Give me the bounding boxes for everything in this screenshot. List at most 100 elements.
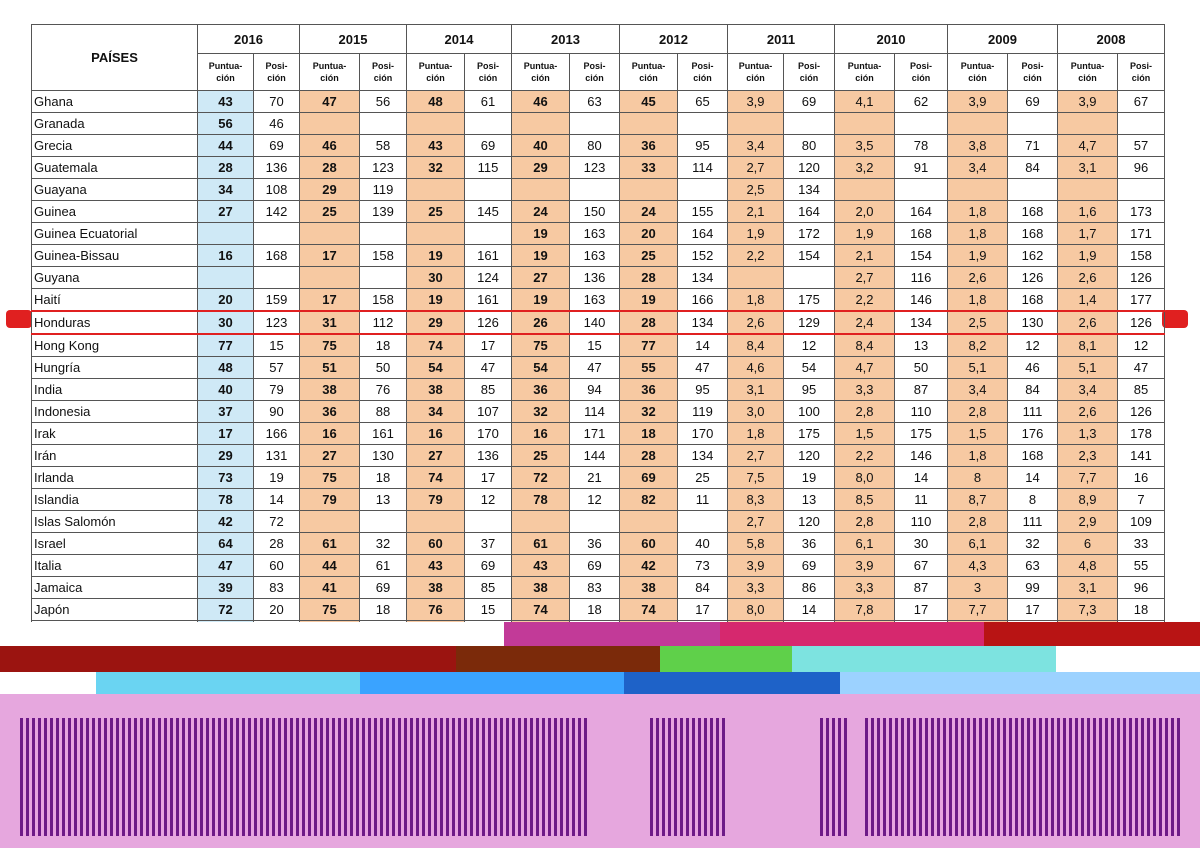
position-cell-2015: 130 [359, 444, 407, 467]
score-cell-2016: 42 [197, 510, 254, 533]
position-cell-2015: 13 [359, 488, 407, 511]
score-cell-2012: 33 [619, 156, 678, 179]
subheader-text-bottom: ción [531, 73, 550, 83]
position-subheader-2016: Posi-ción [253, 53, 300, 91]
position-cell-2010: 164 [894, 200, 948, 223]
table-row: Guinea 27 142 25 139 25 145 24 150 24 155 2,1 164 2,0… [31, 200, 1165, 223]
position-cell-2016: 166 [253, 422, 300, 445]
score-cell-2009: 8,2 [947, 333, 1008, 357]
position-cell-2014: 47 [464, 356, 512, 379]
score-subheader-2011: Puntua-ción [727, 53, 784, 91]
score-cell-2013: 54 [511, 356, 570, 379]
position-cell-2009: 168 [1007, 222, 1058, 245]
position-cell-2008: 57 [1117, 134, 1165, 157]
position-cell-2010: 67 [894, 554, 948, 577]
score-cell-2013: 32 [511, 400, 570, 423]
score-cell-2010: 2,8 [834, 400, 895, 423]
score-cell-2009: 5,1 [947, 356, 1008, 379]
score-cell-2009: 3,9 [947, 90, 1008, 113]
score-cell-2010: 2,8 [834, 510, 895, 533]
position-cell-2011: 13 [783, 488, 835, 511]
position-cell-2012: 84 [677, 576, 728, 599]
score-cell-2015: 27 [299, 444, 360, 467]
score-subheader-2008: Puntua-ción [1057, 53, 1118, 91]
score-cell-2014: 76 [406, 598, 465, 621]
score-cell-2011: 2,7 [727, 156, 784, 179]
row-highlight-marker-right [1162, 310, 1188, 328]
score-cell-2008: 2,6 [1057, 400, 1118, 423]
subheader-text-bottom: ción [478, 73, 498, 83]
position-cell-2013: 140 [569, 310, 620, 335]
score-cell-2008: 4,7 [1057, 134, 1118, 157]
subheader-text-bottom: ción [1131, 73, 1151, 83]
position-cell-2012: 47 [677, 356, 728, 379]
position-cell-2015: 119 [359, 178, 407, 201]
position-cell-2016: 46 [253, 112, 300, 135]
position-cell-2015: 18 [359, 466, 407, 489]
position-cell-2010: 175 [894, 422, 948, 445]
position-cell-2015: 56 [359, 90, 407, 113]
score-cell-2011: 1,9 [727, 222, 784, 245]
position-subheader-2014: Posi-ción [464, 53, 512, 91]
position-cell-2011: 100 [783, 400, 835, 423]
subheader-text-top: Puntua- [631, 61, 666, 71]
score-cell-2009: 2,8 [947, 510, 1008, 533]
country-name: Grecia [31, 134, 198, 157]
position-cell-2014 [464, 222, 512, 245]
score-cell-2011: 2,7 [727, 444, 784, 467]
subheader-text-bottom: ción [911, 73, 931, 83]
position-cell-2011: 95 [783, 378, 835, 401]
score-cell-2016: 34 [197, 178, 254, 201]
position-cell-2010: 154 [894, 244, 948, 267]
score-cell-2010: 3,3 [834, 576, 895, 599]
position-cell-2015: 58 [359, 134, 407, 157]
position-cell-2014: 115 [464, 156, 512, 179]
score-cell-2016 [197, 222, 254, 245]
score-cell-2016: 47 [197, 554, 254, 577]
subheader-text-bottom: ción [639, 73, 658, 83]
country-name: India [31, 378, 198, 401]
position-cell-2013: 36 [569, 532, 620, 555]
position-cell-2014: 61 [464, 90, 512, 113]
score-cell-2009 [947, 112, 1008, 135]
subheader-text-bottom: ción [585, 73, 604, 83]
position-cell-2011: 129 [783, 310, 835, 335]
subheader-text-top: Posi- [371, 61, 394, 71]
score-cell-2008: 7,3 [1057, 598, 1118, 621]
score-cell-2014: 38 [406, 576, 465, 599]
country-name: Indonesia [31, 400, 198, 423]
score-cell-2011: 5,8 [727, 532, 784, 555]
score-subheader-2009: Puntua-ción [947, 53, 1008, 91]
subheader-text-top: Posi- [476, 61, 499, 71]
country-name: Japón [31, 598, 198, 621]
score-cell-2010: 2,1 [834, 244, 895, 267]
position-cell-2008: 47 [1117, 356, 1165, 379]
score-cell-2012: 74 [619, 598, 678, 621]
position-cell-2009: 63 [1007, 554, 1058, 577]
score-subheader-2014: Puntua-ción [406, 53, 465, 91]
score-cell-2014: 19 [406, 288, 465, 312]
position-cell-2014 [464, 178, 512, 201]
position-cell-2014: 85 [464, 576, 512, 599]
score-cell-2015: 51 [299, 356, 360, 379]
score-cell-2011: 2,7 [727, 510, 784, 533]
score-cell-2011: 7,5 [727, 466, 784, 489]
position-cell-2013: 80 [569, 134, 620, 157]
score-cell-2012: 19 [619, 288, 678, 312]
position-cell-2008: 67 [1117, 90, 1165, 113]
position-subheader-2010: Posi-ción [894, 53, 948, 91]
table-row: Guinea-Bissau 16 168 17 158 19 161 19 163 25 152 2,… [31, 244, 1165, 267]
position-cell-2009: 162 [1007, 244, 1058, 267]
score-cell-2011: 3,9 [727, 554, 784, 577]
score-cell-2012: 25 [619, 244, 678, 267]
position-cell-2013: 163 [569, 244, 620, 267]
score-cell-2015: 38 [299, 378, 360, 401]
year-header-2013: 2013 [511, 24, 620, 54]
year-header-2016: 2016 [197, 24, 300, 54]
score-subheader-2013: Puntua-ción [511, 53, 570, 91]
position-cell-2013: 83 [569, 576, 620, 599]
subheader-text-bottom: ción [267, 73, 286, 83]
table-row: Ghana 43 70 47 56 48 61 46 63 45 65 3,9 69 4,1 62 3,9 69… [31, 90, 1165, 113]
score-cell-2013: 25 [511, 444, 570, 467]
position-cell-2011: 80 [783, 134, 835, 157]
